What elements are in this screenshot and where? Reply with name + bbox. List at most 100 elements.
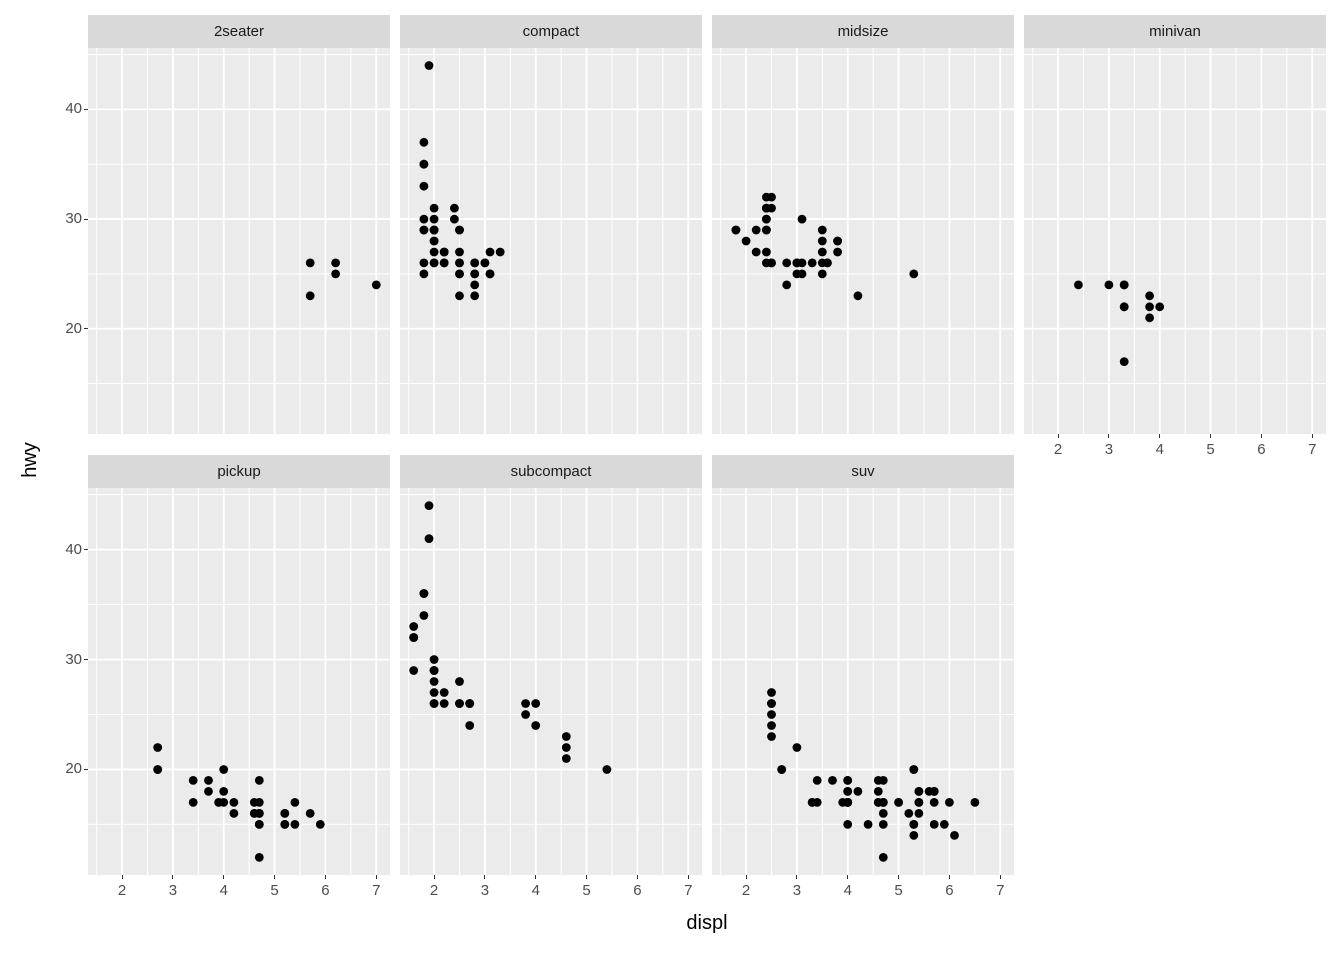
y-tick-mark — [84, 768, 88, 770]
data-point — [843, 798, 853, 807]
data-point — [331, 258, 340, 268]
data-point — [229, 798, 239, 807]
data-point — [465, 699, 475, 708]
data-point — [249, 798, 259, 807]
data-point — [777, 765, 787, 774]
data-point — [741, 236, 751, 246]
data-point — [782, 258, 792, 268]
data-point — [767, 192, 776, 202]
data-point — [904, 809, 914, 818]
data-point — [254, 820, 264, 829]
facet-panel-midsize — [712, 48, 1014, 434]
data-point — [455, 677, 464, 686]
facet-plot-area-minivan — [1024, 48, 1326, 434]
data-point — [204, 787, 213, 796]
data-point — [480, 258, 490, 268]
data-point — [833, 236, 842, 246]
data-point — [409, 633, 419, 642]
data-point — [751, 247, 761, 257]
data-point — [792, 269, 802, 279]
data-point — [929, 820, 939, 829]
data-point — [429, 225, 439, 235]
data-point — [429, 258, 439, 268]
data-point — [914, 809, 924, 818]
x-tick-mark — [636, 875, 638, 879]
data-point — [450, 203, 459, 213]
data-point — [762, 203, 771, 213]
data-point — [305, 291, 315, 301]
x-tick-label: 5 — [582, 882, 591, 899]
data-point — [843, 776, 853, 785]
x-tick-mark — [999, 875, 1001, 879]
x-tick-mark — [1057, 434, 1059, 438]
x-tick-label: 5 — [1206, 441, 1215, 458]
data-point — [305, 258, 315, 268]
data-point — [1104, 280, 1114, 290]
data-point — [945, 798, 954, 807]
data-point — [561, 732, 571, 741]
data-point — [455, 291, 464, 301]
x-tick-label: 6 — [1257, 441, 1266, 458]
data-point — [823, 258, 832, 268]
x-tick-label: 3 — [480, 882, 490, 899]
x-tick-label: 7 — [996, 882, 1005, 899]
x-tick-label: 3 — [168, 882, 178, 899]
data-point — [305, 809, 315, 818]
x-tick-label: 2 — [429, 882, 439, 899]
data-point — [455, 225, 464, 235]
data-point — [853, 787, 863, 796]
data-point — [853, 291, 863, 301]
x-tick-label: 2 — [1053, 441, 1063, 458]
y-axis-title: hwy — [19, 442, 41, 478]
y-tick-mark — [84, 108, 88, 110]
facet-strip-subcompact: subcompact — [400, 455, 702, 488]
data-point — [1145, 291, 1154, 301]
data-point — [219, 798, 229, 807]
x-tick-mark — [1311, 434, 1313, 438]
data-point — [485, 269, 495, 279]
data-point — [439, 258, 449, 268]
data-point — [439, 247, 449, 257]
data-point — [419, 269, 429, 279]
data-point — [188, 776, 198, 785]
x-tick-label: 4 — [219, 882, 228, 899]
x-tick-mark — [535, 875, 537, 879]
x-tick-mark — [172, 875, 174, 879]
data-point — [429, 236, 439, 246]
data-point — [531, 699, 541, 708]
data-point — [929, 787, 939, 796]
x-tick-mark — [1260, 434, 1262, 438]
data-point — [280, 820, 290, 829]
x-tick-label: 5 — [894, 882, 903, 899]
data-point — [153, 743, 163, 752]
data-point — [455, 269, 464, 279]
data-point — [914, 787, 924, 796]
data-point — [1119, 357, 1129, 366]
data-point — [792, 743, 802, 752]
data-point — [873, 787, 883, 796]
x-tick-label: 7 — [372, 882, 381, 899]
facet-panel-pickup — [88, 488, 390, 875]
data-point — [812, 798, 822, 807]
data-point — [249, 809, 259, 818]
y-tick-mark — [84, 218, 88, 220]
facet-plot-area-2seater — [88, 48, 390, 434]
x-tick-label: 6 — [633, 882, 642, 899]
data-point — [495, 247, 505, 257]
x-tick-mark — [274, 875, 276, 879]
data-point — [909, 820, 919, 829]
facet-strip-minivan: minivan — [1024, 15, 1326, 48]
data-point — [878, 853, 888, 862]
data-point — [429, 688, 439, 697]
facet-strip-2seater: 2seater — [88, 15, 390, 48]
x-tick-mark — [586, 875, 588, 879]
x-tick-mark — [1210, 434, 1212, 438]
data-point — [254, 853, 264, 862]
data-point — [561, 743, 571, 752]
x-tick-label: 2 — [741, 882, 751, 899]
data-point — [863, 820, 873, 829]
data-point — [817, 269, 827, 279]
data-point — [1074, 280, 1083, 290]
data-point — [602, 765, 612, 774]
